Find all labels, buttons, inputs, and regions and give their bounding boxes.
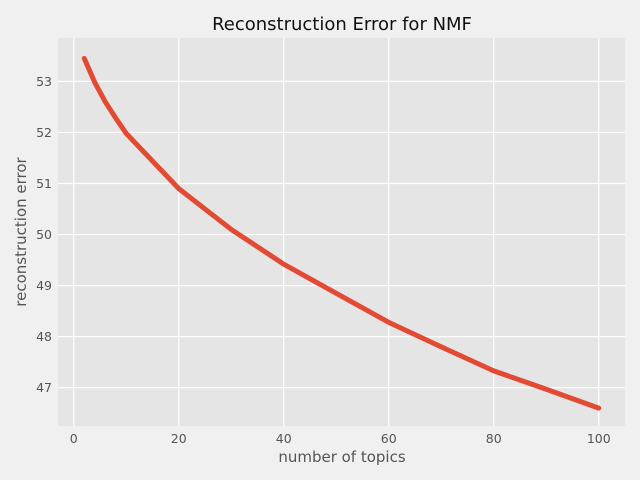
x-axis-label: number of topics [278,448,406,466]
y-tick-labels: 47 48 49 50 51 52 53 [36,74,52,395]
y-tick-label: 51 [36,176,52,191]
y-tick-label: 48 [36,329,52,344]
x-tick-label: 40 [276,431,292,446]
y-tick-label: 52 [36,125,52,140]
y-tick-label: 47 [36,380,52,395]
y-tick-label: 53 [36,74,52,89]
chart-title: Reconstruction Error for NMF [212,14,472,35]
x-tick-label: 0 [70,431,78,446]
series-line [81,55,602,411]
y-axis-label: reconstruction error [12,156,30,306]
x-gridlines [73,38,600,426]
series-group [81,55,602,411]
plot-area [58,38,625,426]
x-tick-label: 100 [587,431,611,446]
x-tick-label: 60 [381,431,397,446]
x-tick-label: 80 [486,431,502,446]
y-tick-label: 49 [36,278,52,293]
y-tick-label: 50 [36,227,52,242]
y-gridlines [58,80,625,389]
x-tick-label: 20 [171,431,187,446]
x-tick-labels: 0 20 40 60 80 100 [70,431,611,446]
